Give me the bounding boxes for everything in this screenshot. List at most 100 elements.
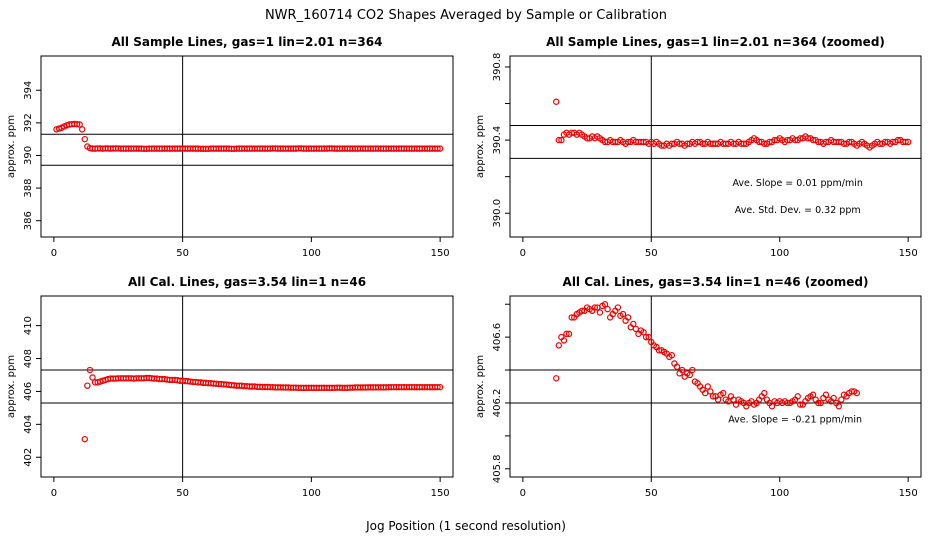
data-point <box>822 391 830 398</box>
x-tick-label: 100 <box>302 248 321 259</box>
x-tick-label: 100 <box>770 248 789 259</box>
y-tick-label: 408 <box>23 349 34 368</box>
data-point <box>689 366 696 374</box>
panel-sample-lines-zoomed: All Sample Lines, gas=1 lin=2.01 n=364 (… <box>475 35 922 259</box>
y-tick-label: 390.4 <box>492 126 503 155</box>
data-point <box>630 320 637 328</box>
data-point <box>815 399 822 407</box>
y-tick-label: 410 <box>23 316 34 335</box>
data-point <box>809 391 817 398</box>
data-point <box>704 383 711 390</box>
plot-frame <box>509 295 922 478</box>
x-tick-label: 150 <box>431 488 450 499</box>
data-point <box>645 333 652 341</box>
data-point <box>614 304 622 311</box>
data-point <box>596 309 604 316</box>
data-point <box>434 145 441 152</box>
x-tick-label: 50 <box>176 488 189 499</box>
data-point <box>768 403 776 410</box>
data-point <box>632 325 640 333</box>
panel-title: All Cal. Lines, gas=3.54 lin=1 n=46 (zoo… <box>563 275 869 289</box>
x-tick-label: 0 <box>51 488 57 499</box>
data-point <box>678 366 686 374</box>
data-point <box>707 388 714 395</box>
data-point <box>604 305 611 313</box>
y-tick-label: 394 <box>23 81 34 100</box>
data-point <box>720 389 727 397</box>
data-point <box>89 374 96 381</box>
plot-frame <box>40 295 454 478</box>
data-point <box>797 401 804 408</box>
y-tick-label: 390 <box>23 146 34 165</box>
data-point <box>668 352 676 359</box>
x-tick-label: 100 <box>770 488 789 499</box>
y-tick-label: 406.6 <box>492 323 503 352</box>
x-tick-label: 0 <box>520 248 526 259</box>
data-point <box>78 126 86 133</box>
y-tick-label: 386 <box>23 211 34 230</box>
data-point <box>84 382 91 389</box>
y-tick-label: 405.8 <box>492 454 503 483</box>
data-point <box>73 120 81 128</box>
y-tick-label: 406 <box>23 382 34 401</box>
data-point <box>838 396 845 403</box>
data-point <box>709 393 717 400</box>
data-point <box>565 330 573 338</box>
data-point <box>81 135 88 143</box>
data-point <box>578 307 586 315</box>
x-tick-label: 150 <box>899 488 918 499</box>
stats-annotation: Ave. Slope = 0.01 ppm/min <box>732 178 862 189</box>
data-point <box>555 136 563 144</box>
data-point <box>591 304 598 311</box>
data-point <box>732 401 740 408</box>
data-point <box>553 375 560 382</box>
data-point <box>558 136 565 144</box>
data-point <box>434 383 441 391</box>
x-tick-label: 50 <box>645 488 658 499</box>
plot-frame <box>40 55 454 238</box>
x-tick-label: 0 <box>51 248 57 259</box>
data-point <box>817 399 825 407</box>
data-point <box>553 98 560 105</box>
x-tick-label: 150 <box>899 248 918 259</box>
stats-annotation: Ave. Std. Dev. = 0.32 ppm <box>735 205 861 216</box>
data-point <box>904 138 912 146</box>
data-point <box>835 403 843 410</box>
panel-sample-lines: All Sample Lines, gas=1 lin=2.01 n=364 0 5… <box>6 35 454 259</box>
panel-cal-lines: All Cal. Lines, gas=3.54 lin=1 n=46 0 50 10… <box>6 275 454 499</box>
data-point <box>601 301 609 308</box>
y-tick-label: 406.2 <box>492 389 503 418</box>
data-point <box>794 393 801 400</box>
y-tick-label: 388 <box>23 179 34 198</box>
x-tick-label: 100 <box>302 488 321 499</box>
stats-annotation: Ave. Slope = -0.21 ppm/min <box>728 415 862 426</box>
x-tick-label: 50 <box>645 248 658 259</box>
data-point <box>830 394 837 402</box>
x-tick-label: 0 <box>520 488 526 499</box>
panel-cal-lines-zoomed: All Cal. Lines, gas=3.54 lin=1 n=46 (zoo… <box>475 275 922 499</box>
data-point <box>436 383 444 391</box>
plot-frame <box>509 55 922 238</box>
data-point <box>714 396 722 403</box>
y-axis-label: approx. ppm <box>6 355 17 418</box>
data-point <box>76 121 83 128</box>
y-tick-label: 390.8 <box>492 53 503 82</box>
data-point <box>436 145 444 152</box>
data-point <box>673 363 681 370</box>
data-point <box>761 389 768 397</box>
data-point <box>563 330 570 338</box>
y-tick-label: 390.0 <box>492 199 503 228</box>
data-point <box>560 337 568 344</box>
data-point <box>853 389 860 397</box>
y-tick-label: 402 <box>23 448 34 467</box>
data-point <box>686 371 694 379</box>
data-point <box>902 138 909 146</box>
y-tick-label: 404 <box>23 415 34 434</box>
data-point <box>624 314 632 321</box>
data-point <box>86 366 94 374</box>
y-axis-label: approx. ppm <box>475 355 486 418</box>
data-point <box>81 435 88 443</box>
data-point <box>555 342 563 349</box>
data-point <box>568 314 575 321</box>
